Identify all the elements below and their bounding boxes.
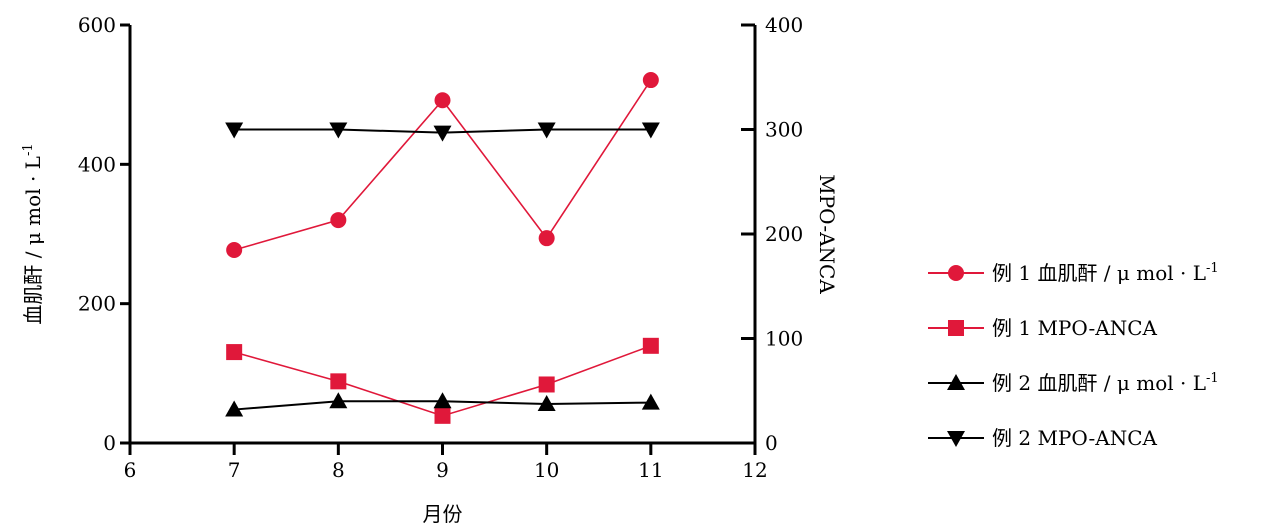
series-4-point [433, 125, 452, 142]
x-tick-label: 10 [534, 458, 559, 482]
series-3-point [225, 400, 244, 417]
y-left-tick-label: 400 [78, 152, 116, 176]
series-2-point [226, 344, 243, 361]
legend-label-text: 例 2 血肌酐 / μ mol · L [992, 371, 1206, 395]
legend-marker-3 [947, 374, 965, 390]
legend-label-sup: -1 [1206, 371, 1219, 386]
legend-label-text: 例 2 MPO-ANCA [992, 426, 1158, 450]
series-1-point [538, 230, 555, 247]
legend-label-sup: -1 [1206, 261, 1219, 276]
series-2-point [538, 376, 555, 393]
legend-label-text: 例 1 MPO-ANCA [992, 316, 1158, 340]
y-left-tick-label: 600 [78, 13, 116, 37]
series-2-point [434, 407, 451, 424]
y-right-tick-label: 100 [765, 327, 803, 351]
y-right-tick-label: 200 [765, 222, 803, 246]
x-tick-label: 6 [124, 458, 137, 482]
y-left-axis-title: 血肌酐 / μ mol · L-1 [21, 143, 45, 324]
legend-label-text: 例 1 血肌酐 / μ mol · L [992, 261, 1206, 285]
legend-label-4: 例 2 MPO-ANCA [992, 426, 1158, 450]
y-left-axis-title-text: 血肌酐 / μ mol · L [21, 156, 45, 325]
legend-marker-2 [948, 320, 964, 336]
series-4-point [329, 122, 348, 139]
x-tick-label: 12 [742, 458, 767, 482]
series-2-point [642, 337, 659, 354]
legend-marker-1 [948, 265, 964, 281]
y-right-tick-label: 400 [765, 13, 803, 37]
legend-label-1: 例 1 血肌酐 / μ mol · L-1 [992, 261, 1219, 285]
series-4-point [225, 122, 244, 139]
series-3-point [329, 392, 348, 409]
y-left-tick-label: 0 [103, 431, 116, 455]
x-tick-label: 9 [436, 458, 449, 482]
series-1-point [434, 92, 451, 109]
series-3-point [641, 393, 660, 410]
y-right-tick-label: 0 [765, 431, 778, 455]
x-tick-label: 7 [228, 458, 241, 482]
legend-marker-4 [947, 431, 965, 447]
series-3-point [537, 394, 556, 411]
x-tick-label: 8 [332, 458, 345, 482]
y-right-tick-label: 300 [765, 118, 803, 142]
series-1-point [226, 242, 243, 259]
x-tick-label: 11 [638, 458, 663, 482]
series-3-point [433, 392, 452, 409]
x-axis-title: 月份 [423, 502, 463, 526]
series-1-point [642, 72, 659, 89]
series-4-point [537, 122, 556, 139]
legend-label-2: 例 1 MPO-ANCA [992, 316, 1158, 340]
y-right-axis-title: MPO-ANCA [815, 174, 839, 294]
legend-label-3: 例 2 血肌酐 / μ mol · L-1 [992, 371, 1219, 395]
series-2-point [330, 373, 347, 390]
y-left-tick-label: 200 [78, 292, 116, 316]
series-4-point [641, 122, 660, 139]
series-1-point [330, 212, 347, 229]
y-left-axis-title-sup: -1 [21, 143, 36, 156]
